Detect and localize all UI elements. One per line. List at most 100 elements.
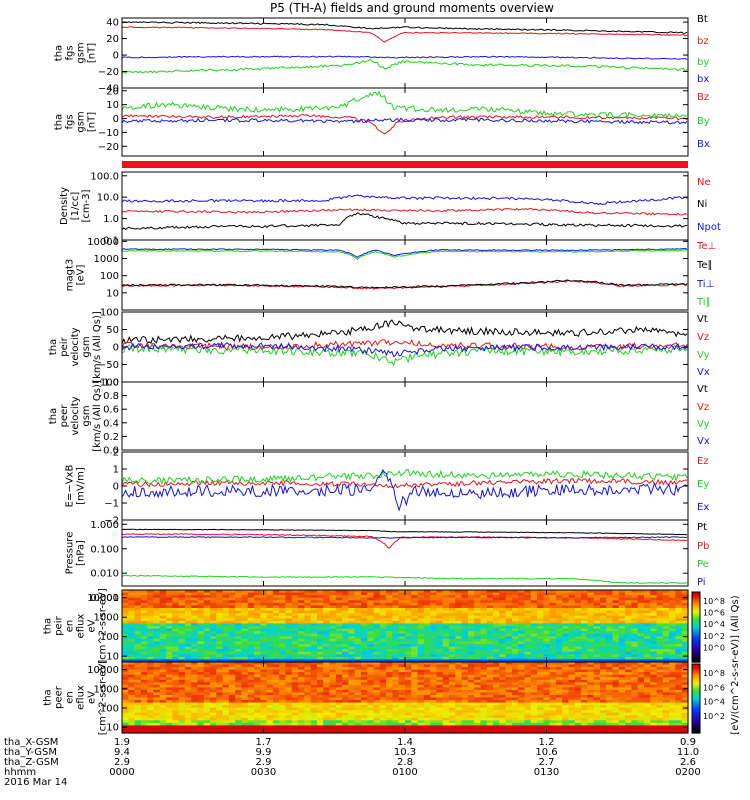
y-tick-label: 0.6	[103, 405, 119, 416]
y-tick-label: 100	[100, 632, 119, 643]
series-Ni	[121, 212, 688, 231]
legend-Te⊥: Te⊥	[696, 241, 716, 252]
y-label: peir	[59, 336, 70, 356]
y-tick-label: 1	[113, 465, 119, 476]
y-label: gsm	[76, 111, 87, 132]
panel-0: Bt bz by bx 40 20 0 −20 −40 tha fgs gsm [nT]	[54, 14, 710, 95]
footer-value: 0200	[675, 767, 700, 778]
series-By	[121, 90, 688, 120]
y-tick-label: 2	[113, 448, 119, 459]
y-tick-label: 40	[106, 18, 119, 29]
legend-Te∥: Te∥	[696, 260, 713, 271]
legend-Vt: Vt	[697, 384, 708, 395]
footer-value: 2.8	[397, 757, 413, 768]
series-Ex	[121, 469, 688, 512]
legend-Pb: Pb	[697, 541, 709, 552]
y-label: Density	[59, 187, 70, 225]
y-label: Pressure	[65, 532, 76, 575]
y-tick-label: 0	[113, 51, 119, 62]
series-bx	[121, 55, 688, 60]
series-Vx	[121, 341, 688, 358]
y-tick-label: 100	[100, 308, 119, 319]
y-tick-label: 1000	[94, 684, 119, 695]
y-label: fgs	[65, 45, 76, 60]
y-tick-label: 10	[106, 652, 119, 663]
y-tick-label: 0	[113, 482, 119, 493]
y-tick-label: 100.0	[90, 171, 119, 182]
y-tick-label: 1.000	[90, 520, 119, 531]
footer-value: 0130	[534, 767, 559, 778]
y-tick-label: 10000	[87, 237, 119, 248]
y-label: eV	[87, 691, 98, 704]
footer-label: hhmm	[4, 767, 36, 778]
y-tick-label: −1	[104, 499, 119, 510]
y-label: tha	[43, 689, 54, 705]
y-label: gsm	[76, 42, 87, 63]
y-tick-label: −20	[98, 142, 119, 153]
y-tick-label: −40	[98, 84, 119, 95]
series-Bz	[121, 114, 688, 135]
y-label: peir	[54, 615, 65, 635]
legend-Npot: Npot	[697, 222, 721, 233]
y-label: magt3	[65, 259, 76, 292]
y-label: fgs	[65, 114, 76, 129]
footer-value: 0030	[251, 767, 276, 778]
colorbar-tick-label: 10^6	[703, 609, 725, 618]
y-label: peer	[59, 404, 70, 428]
series-Vy	[121, 344, 688, 367]
y-label: [eV]	[76, 265, 87, 286]
footer-label: tha_Y-GSM	[4, 747, 57, 758]
legend-Vx: Vx	[697, 436, 710, 447]
colorbar-tick-label: 10^8	[703, 669, 725, 678]
y-tick-label: −20	[98, 67, 119, 78]
series-Ey	[121, 469, 688, 486]
footer-value: 1.4	[397, 737, 413, 748]
footer-value: 2.9	[256, 757, 272, 768]
legend-Vz: Vz	[697, 332, 709, 343]
y-tick-label: 10	[106, 100, 119, 111]
colorbar: 10^8 10^6 10^4 10^2 10^0 10^8 10^6 10^4 10^2 [eV/…	[691, 591, 741, 735]
footer-value: 2.6	[680, 757, 696, 768]
series-bz	[121, 26, 688, 43]
y-tick-label: 0.001	[90, 593, 119, 604]
legend-Ey: Ey	[697, 479, 709, 490]
colorbar-tick-label: 10^8	[703, 597, 725, 606]
series-Ti⊥	[121, 247, 688, 259]
footer-value: 1.9	[114, 737, 130, 748]
colorbar-tick-label: 10^2	[703, 712, 725, 721]
footer-value: 0100	[392, 767, 417, 778]
legend-By: By	[697, 116, 710, 127]
footer-value: 1.7	[256, 737, 272, 748]
legend-Pt: Pt	[697, 522, 707, 533]
y-label: en	[65, 620, 76, 633]
legend-Pi: Pi	[697, 577, 706, 588]
series-Pe	[121, 574, 688, 584]
series-Te⊥	[121, 280, 688, 290]
panel-9: 10000 1000 100 10 tha peer en eflux eV [cm^2-s-sr…	[43, 660, 689, 735]
legend-Vt: Vt	[697, 314, 708, 325]
colorbar-label: [eV/(cm^2-s-sr-eV)] (All Qs)	[730, 595, 741, 734]
footer-value: 2.7	[539, 757, 555, 768]
colorbar-strip	[691, 663, 701, 734]
y-tick-label: 0.8	[103, 391, 119, 402]
y-tick-label: 10	[106, 723, 119, 734]
y-tick-label: 1000	[94, 254, 119, 265]
chart-title: P5 (TH-A) fields and ground moments over…	[270, 1, 554, 15]
y-tick-label: 10.0	[97, 193, 119, 204]
series-Bx	[121, 117, 688, 125]
y-tick-label: 0	[113, 114, 119, 125]
colorbar-tick-label: 10^4	[703, 698, 725, 707]
footer-value: 10.6	[535, 747, 557, 758]
footer-value: 9.4	[114, 747, 130, 758]
y-tick-label: 0.1	[103, 236, 119, 247]
y-tick-label: 0	[113, 343, 119, 354]
series-Ne	[121, 207, 688, 216]
y-label: E=−VxB	[65, 465, 76, 508]
y-label: [mV/m]	[76, 467, 87, 505]
status-bar	[122, 161, 688, 168]
y-tick-label: 0.0	[103, 446, 119, 457]
footer: tha_X-GSM 1.9 1.7 1.4 1.2 0.9 tha_Y-GSM 9.4 9.9 1…	[4, 737, 701, 788]
y-tick-label: 0.100	[90, 544, 119, 555]
